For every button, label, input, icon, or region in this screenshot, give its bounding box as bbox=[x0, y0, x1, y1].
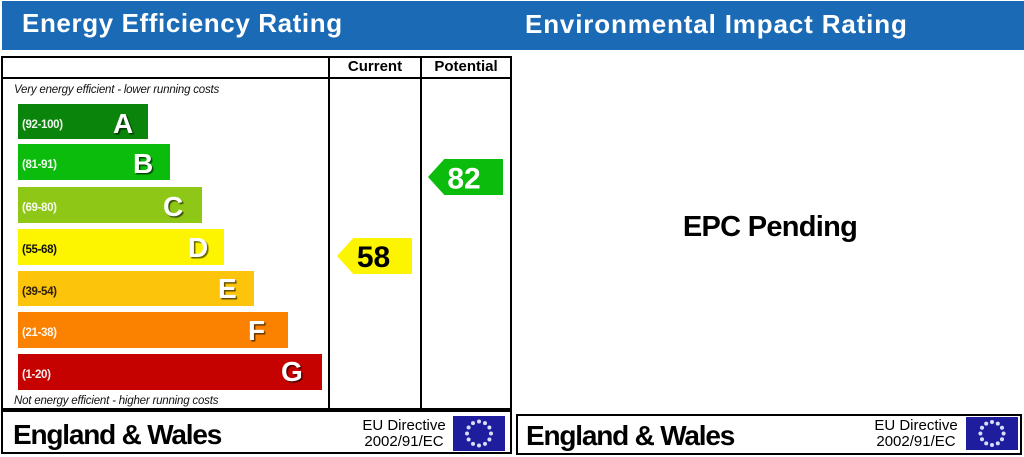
svg-text:58: 58 bbox=[357, 241, 390, 274]
svg-text:82: 82 bbox=[447, 163, 480, 196]
